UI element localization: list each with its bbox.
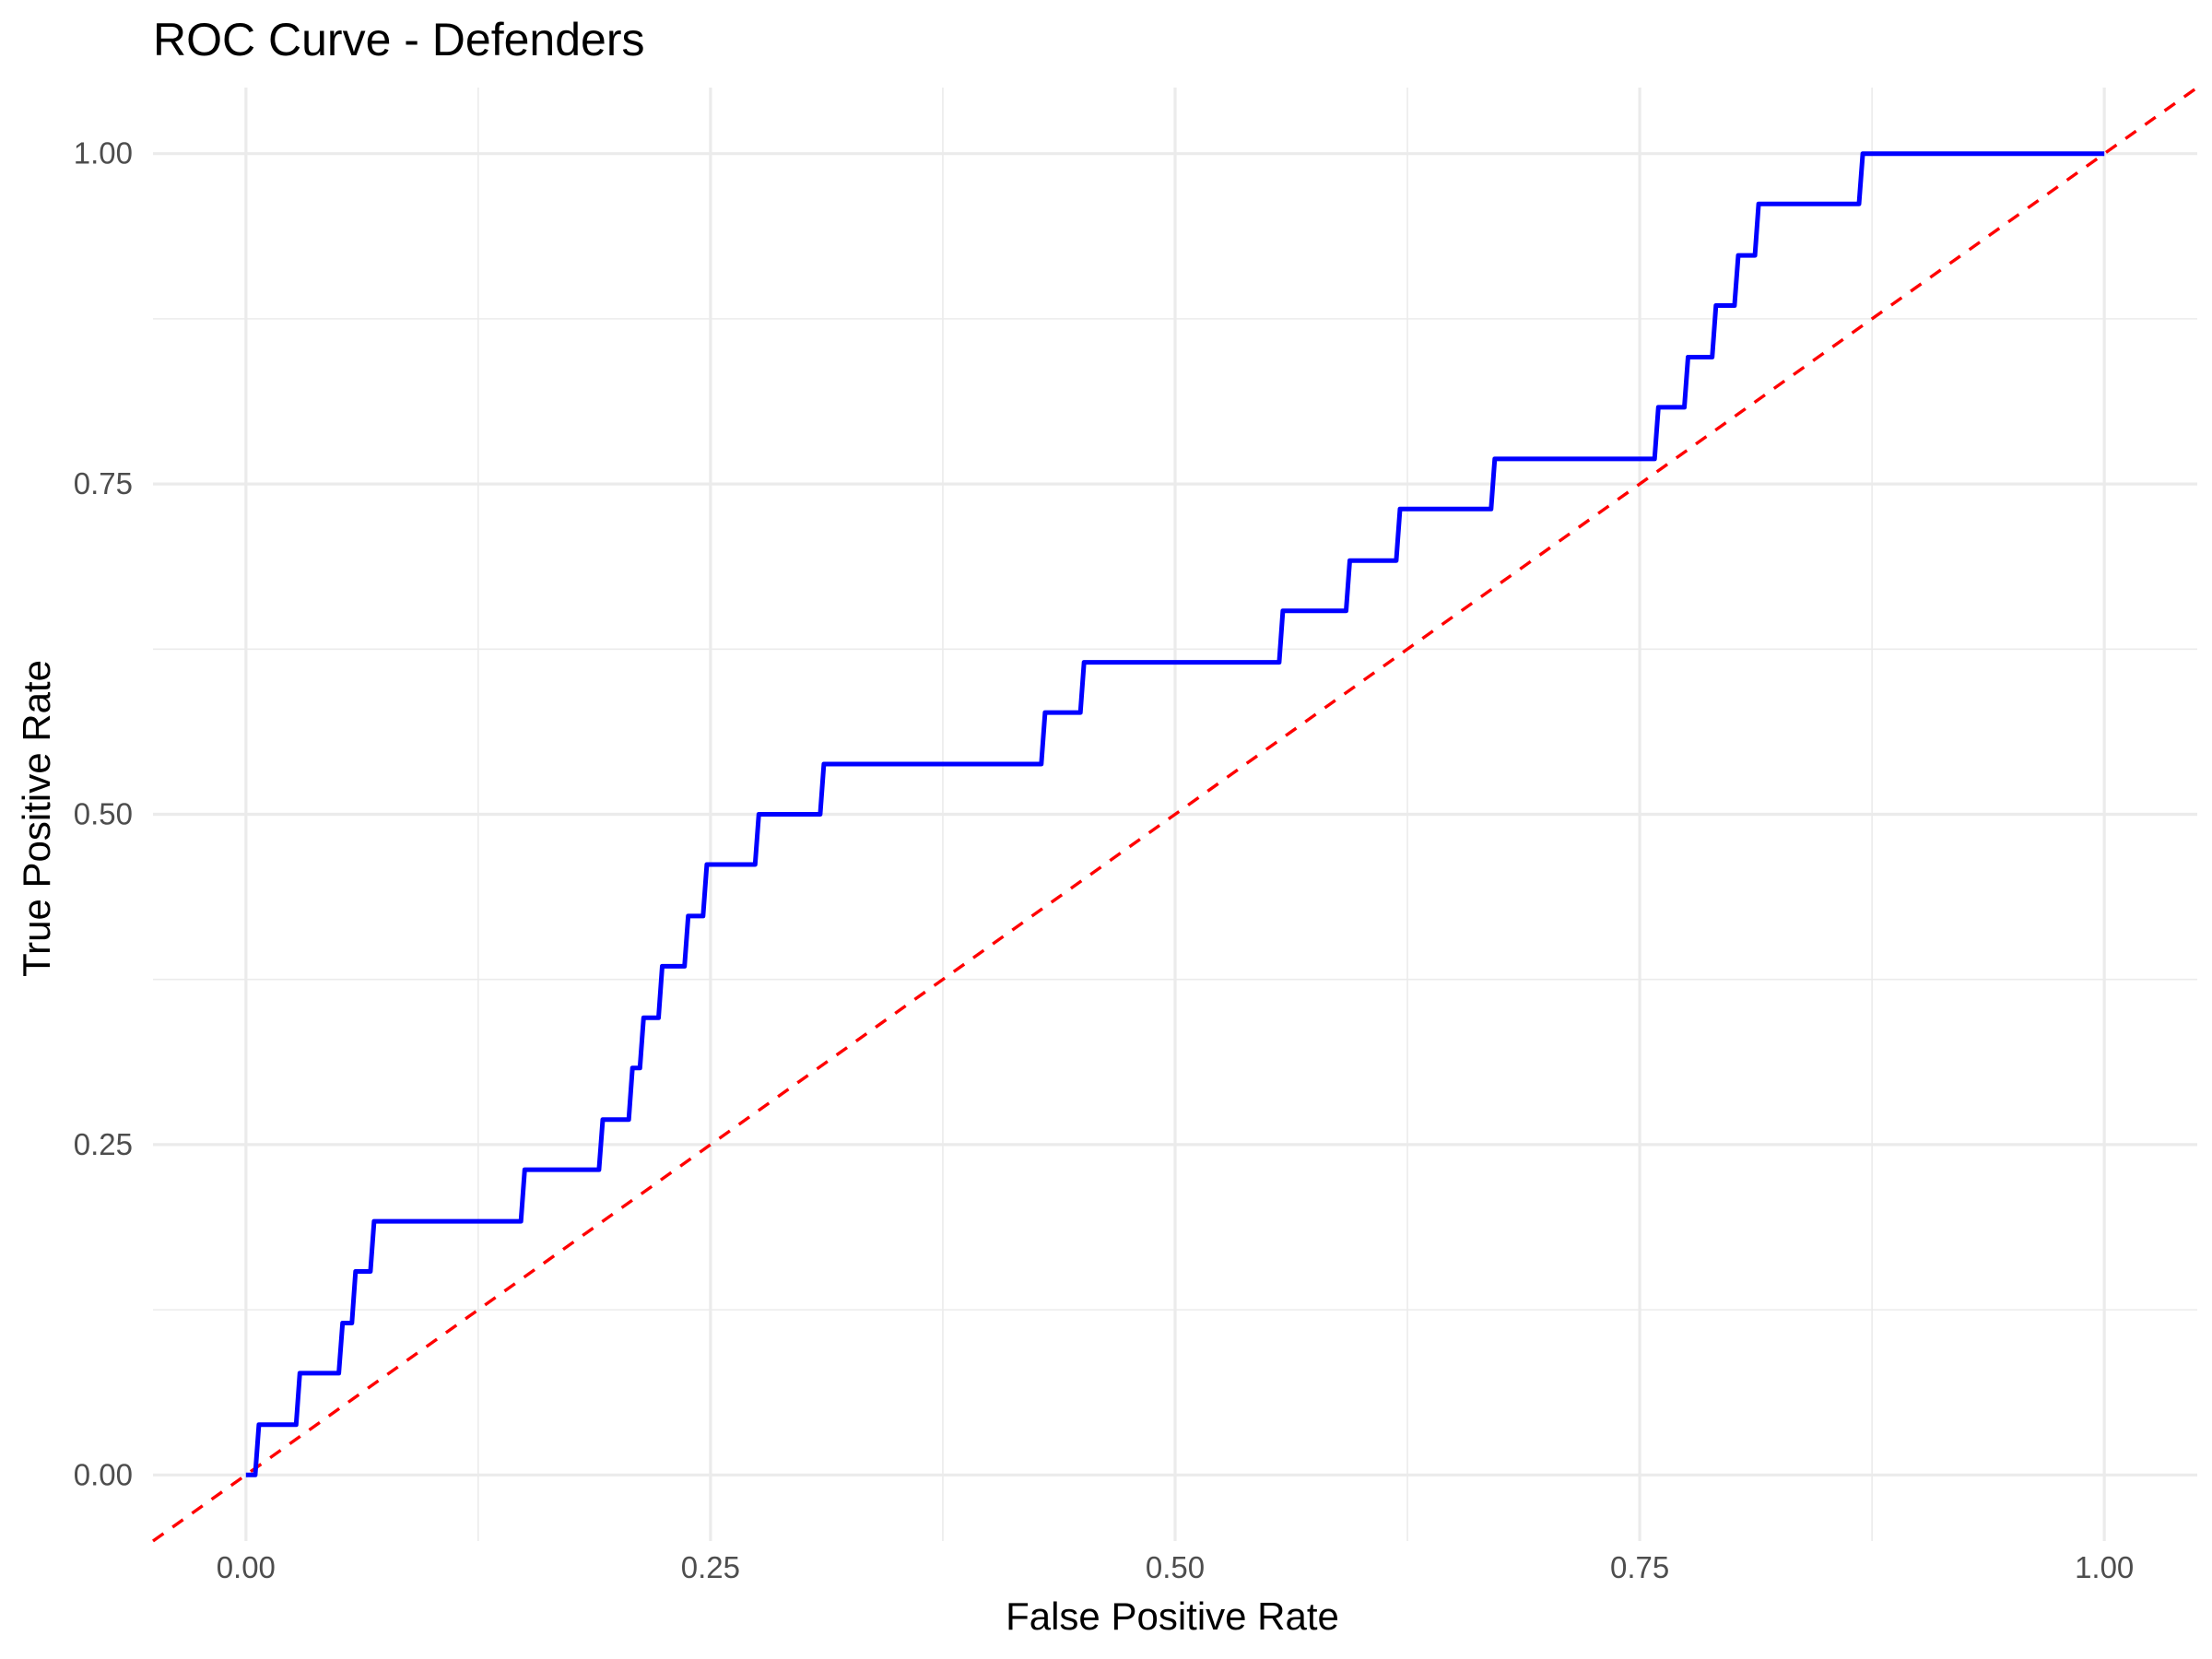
x-tick-label-3: 0.75 (1610, 1550, 1669, 1584)
y-tick-label-2: 0.50 (74, 797, 133, 831)
x-tick-label-1: 0.25 (681, 1550, 740, 1584)
x-tick-label-2: 0.50 (1146, 1550, 1205, 1584)
roc-curve-line (245, 151, 2105, 1477)
y-tick-label-0: 0.00 (74, 1457, 133, 1491)
series-layer (152, 86, 2198, 1543)
y-tick-label-4: 1.00 (74, 136, 133, 171)
x-tick-label-4: 1.00 (2075, 1550, 2134, 1584)
y-tick-label-3: 0.75 (74, 466, 133, 500)
y-tick-label-1: 0.25 (74, 1127, 133, 1161)
major-gridlines (153, 88, 2197, 1541)
x-axis-tick-labels: 0.00 0.25 0.50 0.75 1.00 (217, 1550, 2135, 1584)
x-axis-title: False Positive Rate (1006, 1594, 1339, 1638)
y-axis-tick-labels: 0.00 0.25 0.50 0.75 1.00 (74, 136, 133, 1492)
y-axis-title: True Positive Rate (15, 660, 58, 977)
chart-title: ROC Curve - Defenders (153, 14, 645, 65)
x-tick-label-0: 0.00 (217, 1550, 276, 1584)
diagonal-reference-line (152, 86, 2198, 1543)
